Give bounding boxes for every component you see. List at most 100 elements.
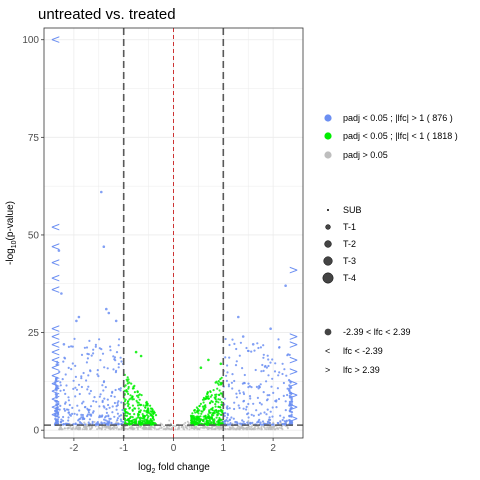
data-point (218, 428, 221, 431)
data-point (113, 401, 116, 405)
data-point (249, 421, 252, 424)
data-point (117, 366, 120, 369)
legend-shape-range: -2.39 < lfc < 2.39 (343, 327, 411, 337)
data-point (67, 408, 70, 411)
data-point (207, 428, 210, 430)
data-point (126, 382, 129, 385)
data-point (197, 412, 200, 415)
data-point (149, 407, 152, 410)
data-point (225, 379, 228, 382)
edge-marker: > (289, 353, 299, 367)
data-point (225, 406, 228, 409)
data-point (262, 369, 265, 372)
data-point (80, 416, 83, 419)
data-point (222, 422, 225, 425)
data-point (149, 425, 152, 428)
data-point (217, 398, 220, 401)
data-point (73, 337, 76, 340)
data-point (98, 395, 101, 398)
data-point (163, 428, 166, 430)
data-point (174, 428, 177, 431)
data-point (200, 418, 203, 421)
data-point (111, 405, 114, 408)
data-point (102, 245, 106, 248)
data-point (235, 347, 238, 351)
edge-marker: > (289, 263, 299, 277)
data-point (125, 414, 128, 417)
data-point (55, 385, 58, 388)
data-point (218, 389, 221, 392)
data-point (114, 359, 117, 362)
data-point (212, 389, 215, 392)
data-point (201, 426, 204, 429)
data-point (247, 420, 250, 422)
data-point (182, 427, 185, 430)
data-point (220, 376, 223, 379)
data-point (104, 416, 107, 419)
data-point (54, 412, 57, 415)
data-point (87, 374, 90, 377)
data-point (56, 412, 60, 415)
data-point (232, 428, 235, 431)
data-point (124, 421, 127, 424)
data-point (103, 397, 106, 400)
data-point (128, 412, 131, 416)
data-point (272, 421, 275, 424)
data-point (252, 428, 255, 431)
data-point (59, 425, 62, 428)
data-point (120, 414, 123, 417)
data-point (277, 338, 280, 341)
data-point (253, 349, 256, 352)
data-point (63, 356, 66, 359)
data-point (139, 404, 142, 407)
data-point (119, 387, 122, 390)
data-point (131, 408, 134, 411)
data-point (145, 400, 148, 403)
data-point (211, 409, 214, 412)
data-point (202, 415, 205, 418)
data-point (103, 366, 106, 369)
data-point (118, 415, 121, 418)
data-point (260, 403, 263, 406)
data-point (216, 425, 219, 428)
data-point (55, 403, 59, 407)
data-point (186, 420, 189, 423)
data-point (219, 362, 223, 366)
data-point (54, 380, 57, 383)
data-point (269, 418, 272, 421)
data-points (53, 190, 294, 431)
data-point (157, 428, 160, 431)
data-point (101, 426, 104, 429)
data-point (226, 364, 229, 367)
data-point (53, 382, 57, 385)
data-point (228, 356, 231, 359)
data-point (55, 421, 59, 424)
data-point (190, 427, 193, 430)
data-point (258, 427, 261, 430)
data-point (286, 387, 289, 390)
data-point (148, 412, 151, 415)
data-point (75, 319, 78, 323)
data-point (182, 423, 185, 426)
data-point (80, 413, 83, 416)
data-point (127, 392, 130, 395)
data-point (247, 416, 250, 419)
data-point (79, 417, 82, 420)
data-point (282, 416, 285, 419)
edge-marker: < (51, 271, 61, 285)
data-point (195, 415, 198, 418)
data-point (290, 400, 294, 403)
data-point (61, 378, 64, 381)
data-point (106, 423, 109, 426)
data-point (74, 386, 77, 389)
data-point (67, 411, 70, 414)
legend-swatch-sig-large (324, 114, 332, 122)
data-point (143, 409, 146, 412)
data-point (84, 423, 87, 426)
data-point (215, 416, 218, 419)
data-point (114, 319, 118, 323)
data-point (66, 427, 69, 430)
edge-marker: < (51, 408, 61, 422)
data-point (224, 356, 227, 359)
data-point (214, 397, 217, 400)
